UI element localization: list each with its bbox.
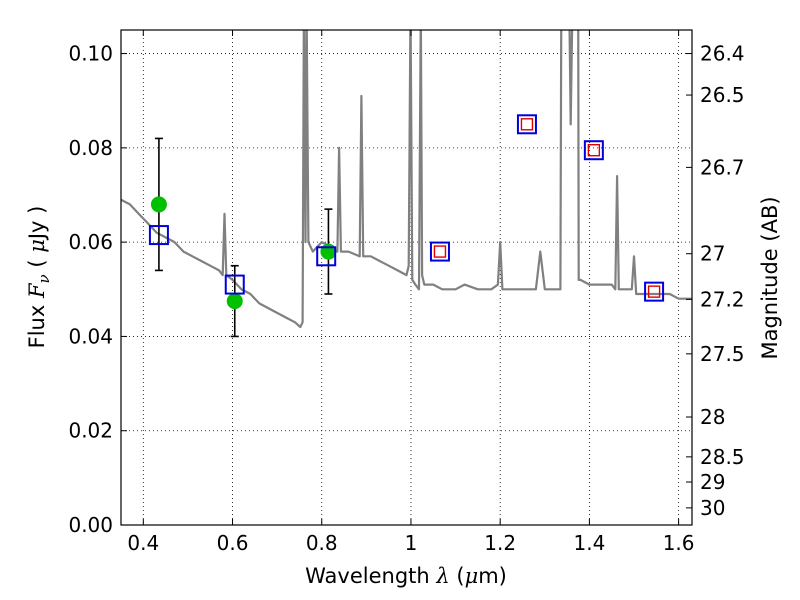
y-axis-label-prefix: Flux <box>25 298 49 348</box>
right-y-axis-label: Magnitude (AB) <box>758 196 782 359</box>
model-spectrum-line <box>121 30 692 329</box>
y-tick-label: 0.08 <box>68 136 113 160</box>
grid <box>121 30 692 526</box>
x-tick-label: 0.8 <box>306 531 338 555</box>
y-tick-label: 0.06 <box>68 230 113 254</box>
observed-flux-point <box>320 243 337 260</box>
x-tick-label: 0.6 <box>217 531 249 555</box>
y-axis-label-F: F <box>25 282 49 299</box>
y-axis-label-mu: μ <box>25 239 49 253</box>
x-tick-label: 1.2 <box>484 531 516 555</box>
magnitude-tick-label: 26.5 <box>700 83 745 107</box>
magnitude-tick-label: 26.7 <box>700 155 745 179</box>
y-tick-label: 0.04 <box>68 324 113 348</box>
x-axis-label-lambda: λ <box>435 564 449 588</box>
model-photometry-square <box>148 225 169 246</box>
magnitude-tick-label: 27 <box>700 242 725 266</box>
model-photometry-square <box>644 281 665 302</box>
magnitude-tick-label: 27.5 <box>700 342 745 366</box>
observed-flux-point <box>150 196 167 213</box>
magnitude-tick-label: 28.5 <box>700 445 745 469</box>
upper-limit-square <box>587 144 601 157</box>
plot-frame <box>120 29 693 526</box>
y-tick-label: 0.00 <box>68 513 113 537</box>
x-axis-label-prefix: Wavelength <box>305 564 436 588</box>
spectrum-layer <box>121 30 692 329</box>
y-axis-label: Flux Fν ( μJy ) <box>25 206 53 349</box>
x-tick-label: 1 <box>405 531 418 555</box>
y-tick-label: 0.02 <box>68 419 113 443</box>
y-axis-label-unit-open: ( <box>25 253 49 275</box>
magnitude-tick-label: 30 <box>700 496 725 520</box>
x-tick-label: 1.6 <box>663 531 695 555</box>
model-photometry-square <box>316 246 337 267</box>
x-axis-label-mu: μ <box>465 564 479 588</box>
x-tick-label: 1.4 <box>573 531 605 555</box>
x-axis-label: Wavelength λ (μm) <box>305 564 507 588</box>
x-axis-label-unit-open: ( <box>450 564 465 588</box>
model-photometry-square <box>429 241 450 262</box>
y-tick-label: 0.10 <box>68 42 113 66</box>
model-photometry-square <box>224 274 245 295</box>
magnitude-tick-label: 28 <box>700 405 725 429</box>
y-axis-label-unit-close: Jy ) <box>25 206 49 242</box>
y-axis-label-nu: ν <box>35 274 53 283</box>
upper-limit-square <box>520 118 534 131</box>
model-photometry-square <box>516 114 537 135</box>
magnitude-tick-label: 27.2 <box>700 287 745 311</box>
magnitude-tick-label: 26.4 <box>700 42 745 66</box>
model-photometry-square <box>583 140 604 161</box>
points-layer <box>148 114 665 338</box>
ticks-layer: 0.4 0.6 0.8 1 1.2 1.4 1.6 0.00 0.02 0.04 0.06 0.08 0… <box>68 30 745 555</box>
x-axis-label-unit-close: m) <box>478 564 507 588</box>
observed-flux-point <box>226 293 243 310</box>
x-tick-label: 0.4 <box>127 531 159 555</box>
magnitude-tick-label: 29 <box>700 470 725 494</box>
upper-limit-square <box>647 285 661 298</box>
upper-limit-square <box>433 245 447 258</box>
